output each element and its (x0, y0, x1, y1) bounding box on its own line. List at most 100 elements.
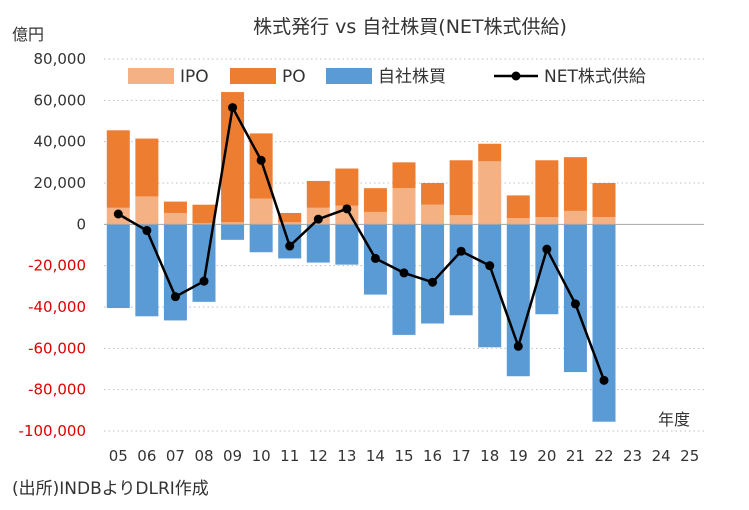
bar-po (306, 180, 330, 208)
x-tick-label: 20 (537, 447, 556, 465)
x-tick-label: 11 (280, 447, 299, 465)
chart-title: 株式発行 vs 自社株買(NET株式供給) (253, 16, 567, 38)
bar-buyback (449, 224, 473, 316)
x-tick-label: 18 (480, 447, 499, 465)
bar-buyback (592, 224, 616, 422)
net-point (170, 292, 180, 302)
legend-label: NET株式供給 (544, 67, 646, 87)
x-tick-label: 19 (509, 447, 528, 465)
bar-po (278, 212, 302, 223)
bar-po (163, 201, 187, 213)
bar-ipo (221, 222, 245, 225)
x-tick-label: 06 (137, 447, 156, 465)
y-tick-label: 20,000 (34, 174, 87, 192)
net-point (228, 103, 238, 113)
bar-buyback (335, 224, 359, 265)
bar-ipo (192, 223, 216, 225)
bar-po (592, 183, 616, 218)
y-tick-label: -80,000 (28, 381, 86, 399)
net-point (485, 261, 495, 271)
bar-buyback (163, 224, 187, 321)
bar-po (421, 183, 445, 205)
y-tick-label: -100,000 (19, 422, 86, 440)
source-note: (出所)INDBよりDLRI作成 (12, 479, 209, 499)
bar-po (535, 160, 559, 218)
bar-po (506, 195, 530, 219)
bar-ipo (421, 204, 445, 225)
bar-po (392, 162, 416, 189)
bar-po (563, 157, 587, 211)
x-tick-label: 07 (166, 447, 185, 465)
bar-po (192, 204, 216, 224)
legend-label: IPO (180, 67, 209, 87)
bar-buyback (535, 224, 559, 315)
x-tick-label: 21 (566, 447, 585, 465)
y-tick-label: 40,000 (34, 133, 87, 151)
net-point (399, 268, 409, 278)
bar-buyback (392, 224, 416, 335)
bar-ipo (249, 198, 273, 225)
net-line (117, 106, 606, 381)
y-tick-label: 60,000 (34, 91, 87, 109)
legend-swatch (326, 68, 372, 84)
bar-buyback (478, 224, 502, 348)
x-tick-label: 08 (194, 447, 213, 465)
x-tick-label: 25 (680, 447, 699, 465)
net-point (285, 241, 295, 251)
bar-buyback (563, 224, 587, 373)
net-point (313, 214, 323, 224)
legend-label: PO (282, 67, 306, 87)
x-tick-label: 23 (623, 447, 642, 465)
y-tick-label: -40,000 (28, 298, 86, 316)
x-tick-label: 14 (366, 447, 385, 465)
bar-po (449, 160, 473, 216)
bar-po (135, 138, 159, 197)
net-point (256, 155, 266, 165)
x-tick-label: 09 (223, 447, 242, 465)
x-tick-label: 13 (337, 447, 356, 465)
bar-po (363, 188, 387, 212)
y-tick-label: -20,000 (28, 257, 86, 275)
net-point (599, 375, 609, 385)
bar-ipo (449, 215, 473, 225)
y-axis-label: 億円 (12, 25, 44, 44)
net-point (456, 246, 466, 256)
x-tick-label: 05 (109, 447, 128, 465)
bar-buyback (306, 224, 330, 263)
x-tick-label: 22 (594, 447, 613, 465)
net-point (342, 204, 352, 214)
net-point (570, 299, 580, 309)
bar-buyback (421, 224, 445, 324)
bar-ipo (278, 222, 302, 225)
bar-po (478, 143, 502, 162)
bar-buyback (278, 224, 302, 259)
bar-buyback (106, 224, 130, 309)
legend-label: 自社株買 (378, 67, 446, 87)
bar-ipo (592, 217, 616, 225)
bar-buyback (135, 224, 159, 317)
net-point (199, 276, 209, 286)
x-axis-label: 年度 (658, 410, 690, 429)
y-tick-label: 80,000 (34, 50, 87, 68)
y-tick-label: -60,000 (28, 339, 86, 357)
net-point (513, 341, 523, 351)
net-point (113, 209, 123, 219)
bar-ipo (363, 211, 387, 225)
x-tick-label: 15 (394, 447, 413, 465)
net-point (370, 253, 380, 263)
x-tick-label: 12 (309, 447, 328, 465)
net-point (428, 277, 438, 287)
bar-ipo (163, 212, 187, 225)
legend-swatch (128, 68, 174, 84)
bar-ipo (535, 217, 559, 225)
x-tick-label: 17 (452, 447, 471, 465)
bar-po (221, 92, 245, 223)
bar-ipo (135, 196, 159, 225)
legend-swatch (230, 68, 276, 84)
bar-ipo (563, 210, 587, 225)
bar-buyback (221, 224, 245, 240)
bar-buyback (506, 224, 530, 377)
legend-marker (511, 71, 521, 81)
